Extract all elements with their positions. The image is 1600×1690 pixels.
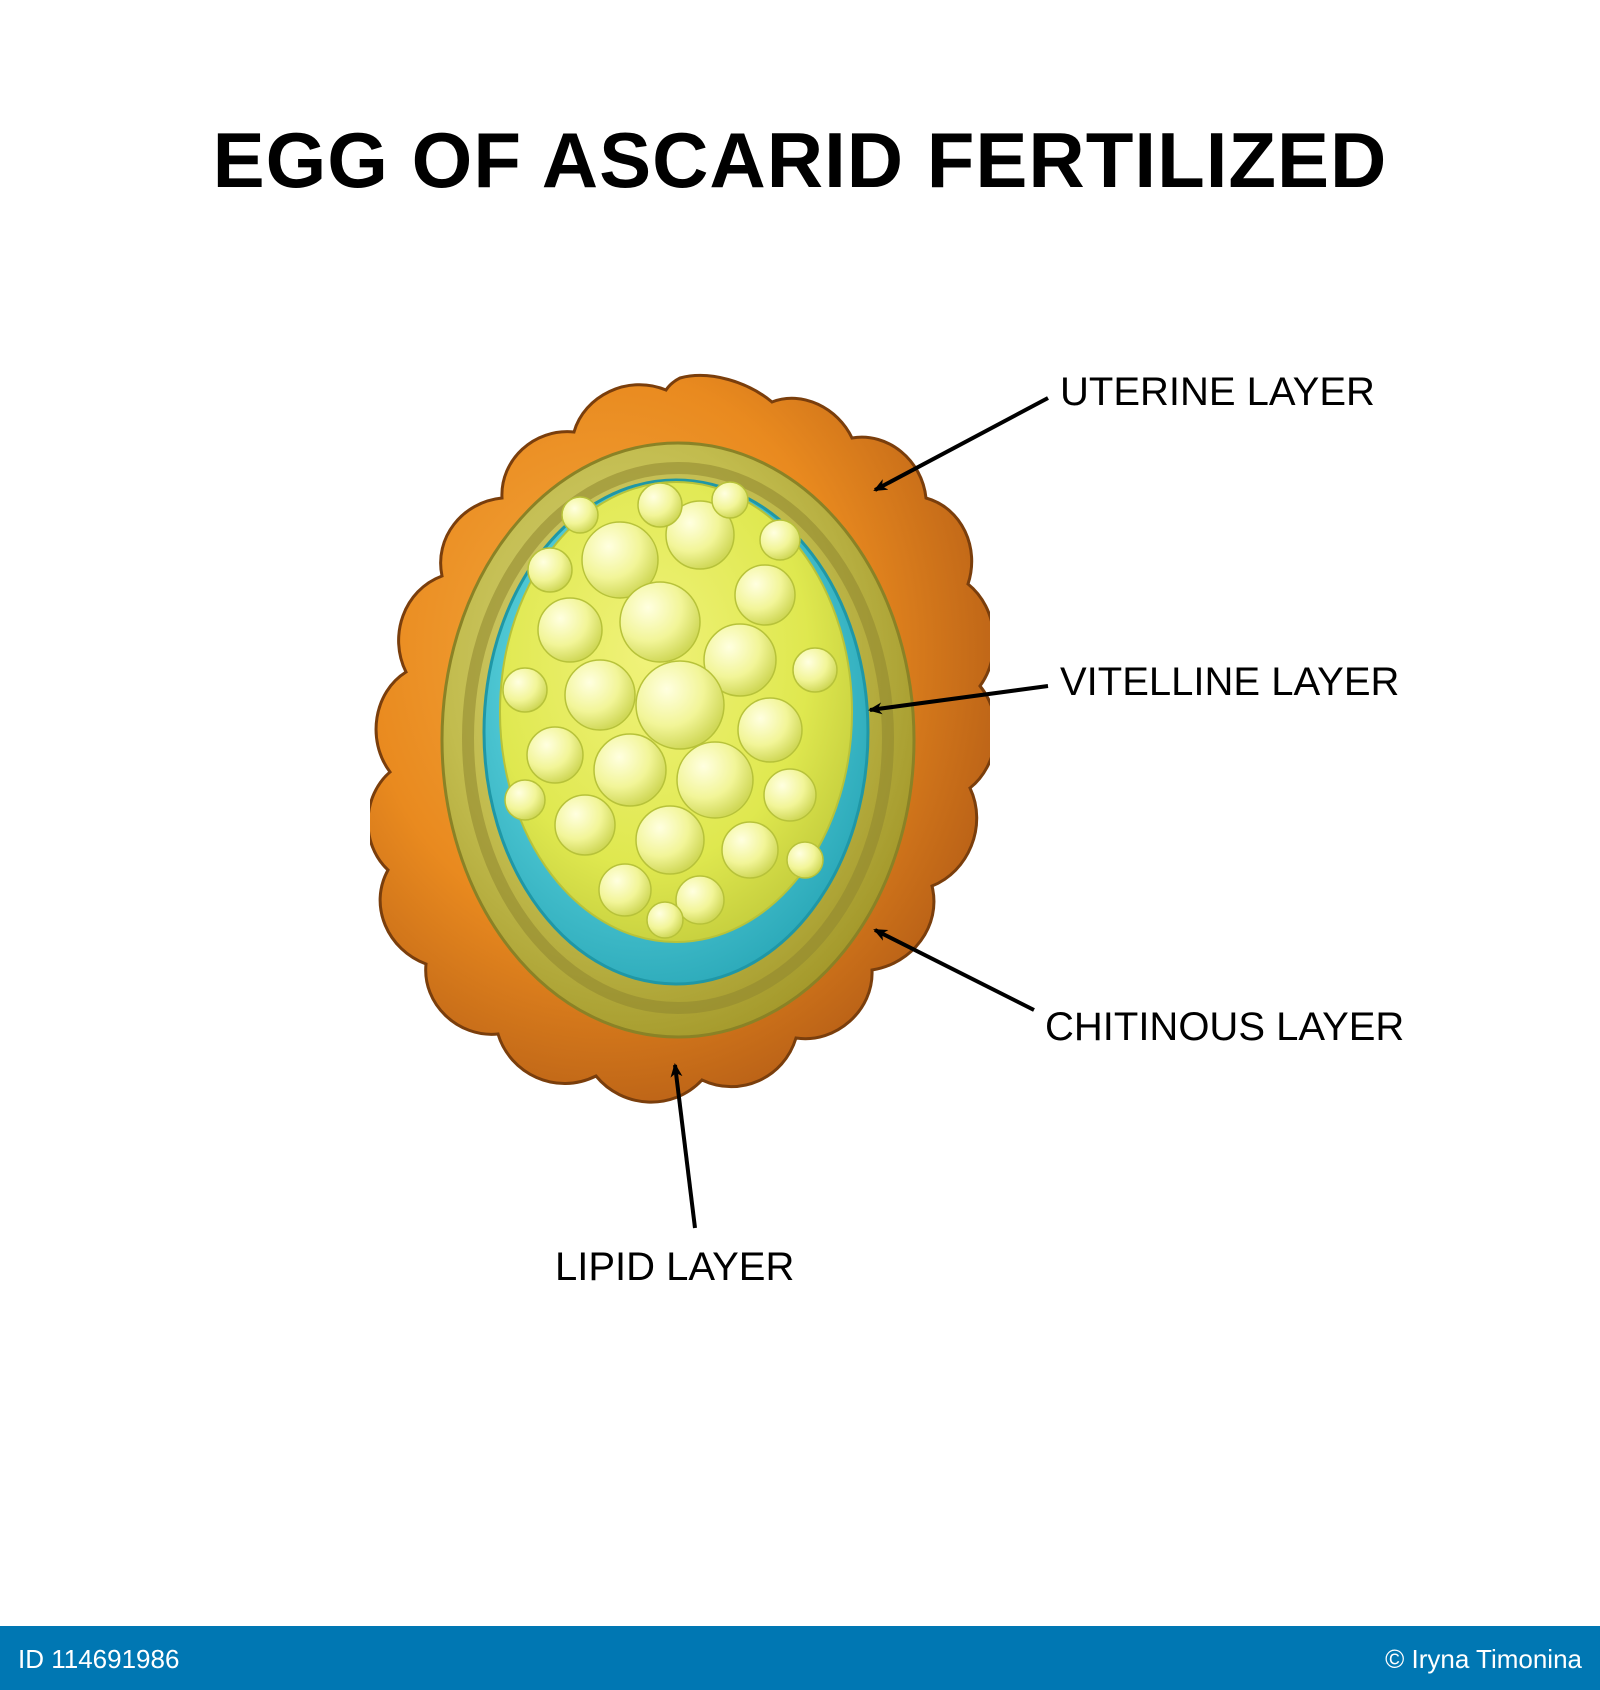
page-title: EGG OF ASCARID FERTILIZED [0, 115, 1600, 206]
footer-bar [0, 1626, 1600, 1690]
label-uterine: UTERINE LAYER [1060, 370, 1375, 415]
footer-credit: © Iryna Timonina [1385, 1644, 1582, 1675]
footer-image-id: ID 114691986 [18, 1644, 179, 1675]
label-lipid: LIPID LAYER [555, 1245, 794, 1290]
label-chitinous: CHITINOUS LAYER [1045, 1005, 1404, 1050]
ascarid-egg-diagram [370, 360, 990, 1120]
label-vitelline: VITELLINE LAYER [1060, 660, 1399, 705]
